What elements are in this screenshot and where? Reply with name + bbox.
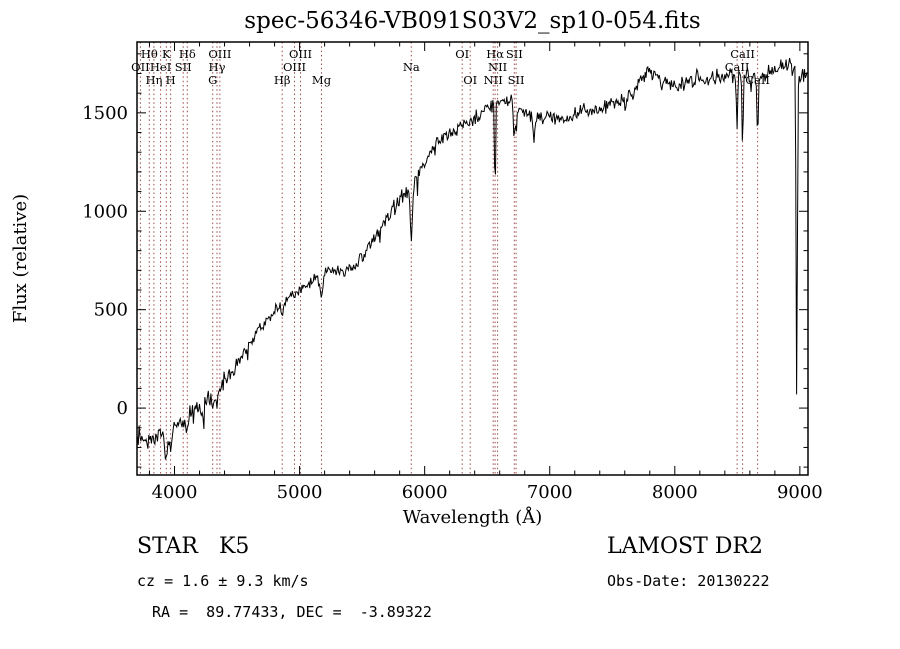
spectral-line-label: OIII: [283, 60, 306, 74]
spectral-line-label: H: [166, 73, 176, 87]
spectral-line-label: CaII: [745, 73, 770, 87]
cz-label: cz = 1.6 ± 9.3 km/s: [137, 572, 309, 590]
spectral-line-label: SII: [175, 60, 192, 74]
y-axis-label: Flux (relative): [10, 194, 31, 323]
spectral-line-label: Mg: [312, 73, 332, 87]
spectral-line-label: Hβ: [274, 73, 291, 87]
x-tick-label: 9000: [777, 482, 823, 503]
spectral-line-label: HeI: [150, 60, 171, 74]
spectral-line-label: CaII: [730, 47, 755, 61]
spectral-line-label: OI: [455, 47, 469, 61]
x-tick-label: 4000: [152, 482, 198, 503]
x-tick-label: 8000: [652, 482, 698, 503]
y-tick-label: 0: [117, 398, 128, 419]
spectral-line-label: Na: [403, 60, 420, 74]
spectral-line-label: CaII: [725, 60, 750, 74]
spectral-line-label: SII: [508, 73, 525, 87]
axis-ticks: [137, 42, 808, 475]
spectral-line-label: OIII: [208, 47, 231, 61]
spectral-line-markers: [139, 42, 759, 475]
survey-label: LAMOST DR2: [607, 534, 763, 559]
spectral-line-label: OII: [131, 60, 150, 74]
spectral-line-label: SII: [506, 47, 523, 61]
spectral-line-label: Hδ: [179, 47, 196, 61]
x-axis-label: Wavelength (Å): [403, 506, 543, 528]
spectral-line-label: OIII: [289, 47, 312, 61]
spectral-line-label: NII: [488, 60, 507, 74]
y-tick-label: 1000: [82, 201, 128, 222]
spectrum-line: [136, 58, 808, 460]
x-tick-label: 7000: [527, 482, 573, 503]
spectral-line-label: Hη: [145, 73, 162, 87]
y-tick-label: 1500: [82, 103, 128, 124]
x-tick-label: 6000: [402, 482, 448, 503]
spectral-line-label: NII: [484, 73, 503, 87]
object-type-label: STAR K5: [137, 534, 250, 559]
spectral-line-labels: OIIHθHηHeIKHSIIHδGHγOIIIHβOIIIOIIIMgNaOI…: [131, 47, 770, 87]
obs-date-label: Obs-Date: 20130222: [607, 572, 770, 590]
spectral-line-label: Hγ: [209, 60, 226, 74]
plot-frame: [136, 41, 809, 476]
x-tick-label: 5000: [277, 482, 323, 503]
spectral-line-label: OI: [463, 73, 477, 87]
spectral-line-label: K: [162, 47, 171, 61]
spectral-line-label: Hθ: [141, 47, 158, 61]
chart-title: spec-56346-VB091S03V2_sp10-054.fits: [244, 8, 700, 34]
spectral-line-label: G: [208, 73, 217, 87]
y-tick-label: 500: [94, 300, 128, 321]
spectral-line-label: Hα: [486, 47, 504, 61]
coords-label: RA = 89.77433, DEC = -3.89322: [152, 603, 432, 621]
